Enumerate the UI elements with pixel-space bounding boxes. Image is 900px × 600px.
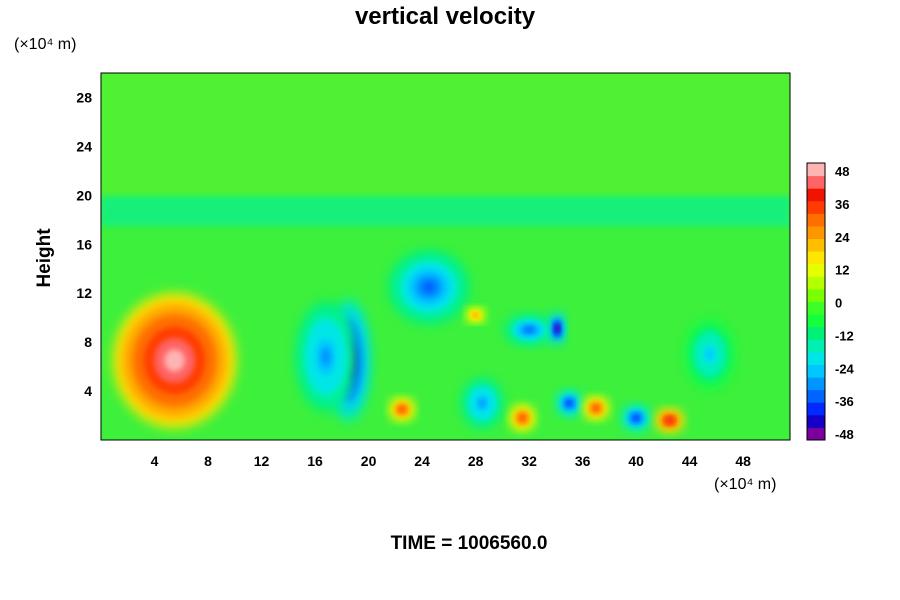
upper-layer-band xyxy=(101,73,790,198)
colorbar-swatch xyxy=(807,301,825,315)
colorbar-tick-label: -24 xyxy=(835,361,855,376)
velocity-features xyxy=(113,250,734,432)
colorbar-border xyxy=(806,162,826,441)
x-tick-label: 32 xyxy=(521,453,537,469)
colorbar-tick-label: 0 xyxy=(835,296,842,311)
colorbar-swatch xyxy=(807,225,825,240)
x-tick-label: 8 xyxy=(204,453,212,469)
velocity-contour xyxy=(594,406,599,411)
colorbar-swatch xyxy=(807,427,825,441)
velocity-cell xyxy=(466,307,485,323)
y-tick-label: 4 xyxy=(84,383,92,399)
colorbar-swatch xyxy=(807,314,825,328)
colorbar-swatch xyxy=(807,389,825,403)
y-tick-label: 24 xyxy=(76,138,92,154)
y-tick-label: 16 xyxy=(76,236,92,252)
velocity-cell xyxy=(462,378,503,428)
colorbar-swatch xyxy=(807,402,825,416)
colorbar-tick-label: -12 xyxy=(835,328,854,343)
x-tick-label: 16 xyxy=(307,453,323,469)
colorbar-tick-label: 24 xyxy=(835,230,850,245)
colorbar-swatch xyxy=(807,188,825,202)
velocity-contour xyxy=(633,415,639,421)
velocity-contour xyxy=(478,399,486,408)
colorbar-tick-label: -48 xyxy=(835,427,854,442)
x-tick-label: 4 xyxy=(151,453,159,469)
tropopause-band xyxy=(101,196,790,226)
velocity-contour xyxy=(525,327,534,333)
x-axis-ticks: 4 8 12 16 20 24 28 32 36 40 44 48 xyxy=(151,453,752,469)
colorbar-swatch xyxy=(807,238,825,252)
colorbar-swatch xyxy=(807,351,825,365)
x-tick-label: 40 xyxy=(628,453,644,469)
colorbar-swatch xyxy=(807,414,825,428)
velocity-contour xyxy=(667,418,672,423)
velocity-cell xyxy=(622,405,650,431)
velocity-cell xyxy=(296,301,356,412)
colorbar-tick-label: 36 xyxy=(835,197,849,212)
velocity-contour xyxy=(705,348,714,361)
x-tick-label: 36 xyxy=(575,453,591,469)
plot-area xyxy=(101,73,790,440)
colorbar-swatch xyxy=(807,326,825,340)
velocity-contour xyxy=(400,407,405,412)
y-tick-label: 20 xyxy=(76,187,92,203)
y-tick-label: 28 xyxy=(76,89,92,105)
colorbar-tick-label: 48 xyxy=(835,164,849,179)
colorbar-tick-label: 12 xyxy=(835,263,849,278)
velocity-cell xyxy=(557,391,582,416)
y-axis-ticks: 4 8 12 16 20 24 28 xyxy=(76,89,92,399)
velocity-cell xyxy=(656,409,683,432)
velocity-contour xyxy=(473,313,478,318)
x-tick-label: 28 xyxy=(468,453,484,469)
velocity-contour xyxy=(555,326,560,332)
colorbar-swatch xyxy=(807,163,825,177)
colorbar-swatch xyxy=(807,364,825,378)
colorbar-tick-label: -36 xyxy=(835,394,854,409)
velocity-contour xyxy=(320,347,331,366)
colorbar-swatch xyxy=(807,263,825,277)
x-tick-label: 44 xyxy=(682,453,698,469)
colorbar: 48 36 24 12 0 -12 -24 -36 -48 xyxy=(806,162,855,442)
colorbar-swatch xyxy=(807,175,825,189)
velocity-cell xyxy=(685,320,734,389)
velocity-cell xyxy=(505,315,554,345)
chart-title: vertical velocity xyxy=(355,3,536,30)
colorbar-swatch xyxy=(807,200,825,214)
colorbar-swatch xyxy=(807,213,825,227)
y-axis-label: Height xyxy=(34,228,55,288)
x-tick-label: 12 xyxy=(254,453,270,469)
velocity-cell xyxy=(389,398,415,421)
velocity-cell xyxy=(388,250,469,324)
y-tick-label: 8 xyxy=(84,334,92,350)
velocity-cell xyxy=(549,312,566,345)
velocity-contour xyxy=(422,280,436,294)
velocity-contour xyxy=(567,401,572,406)
time-label: TIME = 1006560.0 xyxy=(391,533,548,554)
velocity-cell xyxy=(113,293,237,428)
colorbar-swatch xyxy=(807,276,825,290)
x-unit-label: (×10⁴ m) xyxy=(714,476,776,493)
colorbar-swatch xyxy=(807,377,825,391)
y-unit-label: (×10⁴ m) xyxy=(14,36,76,53)
velocity-contour xyxy=(520,415,525,421)
colorbar-swatch xyxy=(807,251,825,265)
x-tick-label: 24 xyxy=(414,453,430,469)
velocity-cell xyxy=(510,405,535,431)
velocity-contour xyxy=(164,349,185,372)
velocity-cell xyxy=(583,397,609,420)
plot-border xyxy=(100,72,791,441)
x-tick-label: 48 xyxy=(735,453,751,469)
colorbar-swatch xyxy=(807,288,825,302)
x-tick-label: 20 xyxy=(361,453,377,469)
y-tick-label: 12 xyxy=(76,285,92,301)
colorbar-swatch xyxy=(807,339,825,353)
